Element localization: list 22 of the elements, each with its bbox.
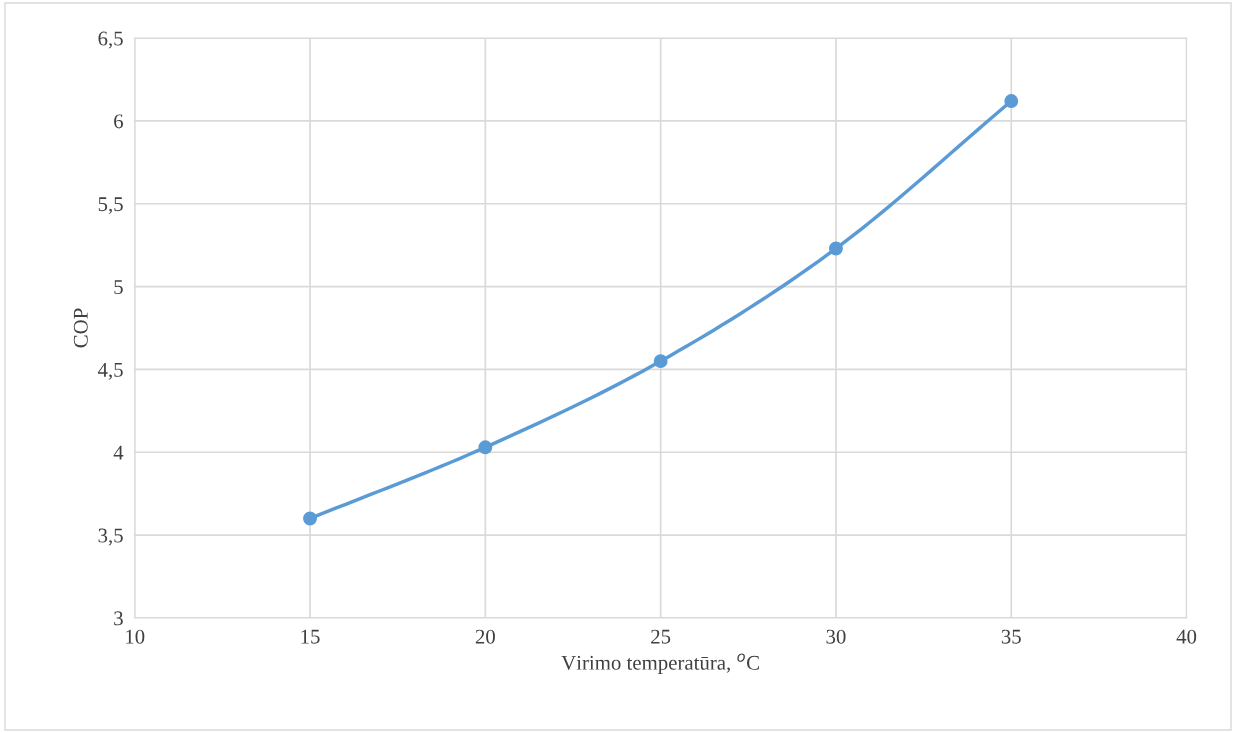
x-tick-label: 25 xyxy=(651,629,671,644)
point xyxy=(653,354,668,369)
point xyxy=(303,511,317,526)
point xyxy=(829,241,843,256)
x-tick-label: 20 xyxy=(475,629,495,644)
y-tick-label: 5 xyxy=(114,280,123,295)
y-tick-label: 3 xyxy=(114,611,123,626)
x-tick-label: 35 xyxy=(1001,629,1021,644)
y-axis-title: COP xyxy=(73,308,88,348)
y-tick-label: 5,5 xyxy=(98,197,123,215)
y-tick-label: 6,5 xyxy=(98,31,123,49)
y-tick-label: 4,5 xyxy=(97,362,123,380)
y-tick-label: 3,5 xyxy=(98,528,123,546)
y-tick-label: 4 xyxy=(113,445,124,460)
point xyxy=(478,440,493,455)
x-tick-label: 40 xyxy=(1176,629,1197,644)
x-tick-label: 10 xyxy=(126,629,145,644)
x-axis-title: Virimo temperatūra, $^{o}$C xyxy=(561,653,759,675)
x-tick-label: 30 xyxy=(826,629,846,644)
x-tick-label: 15 xyxy=(301,629,320,644)
point xyxy=(1004,94,1019,109)
y-tick-label: 6 xyxy=(114,114,123,129)
